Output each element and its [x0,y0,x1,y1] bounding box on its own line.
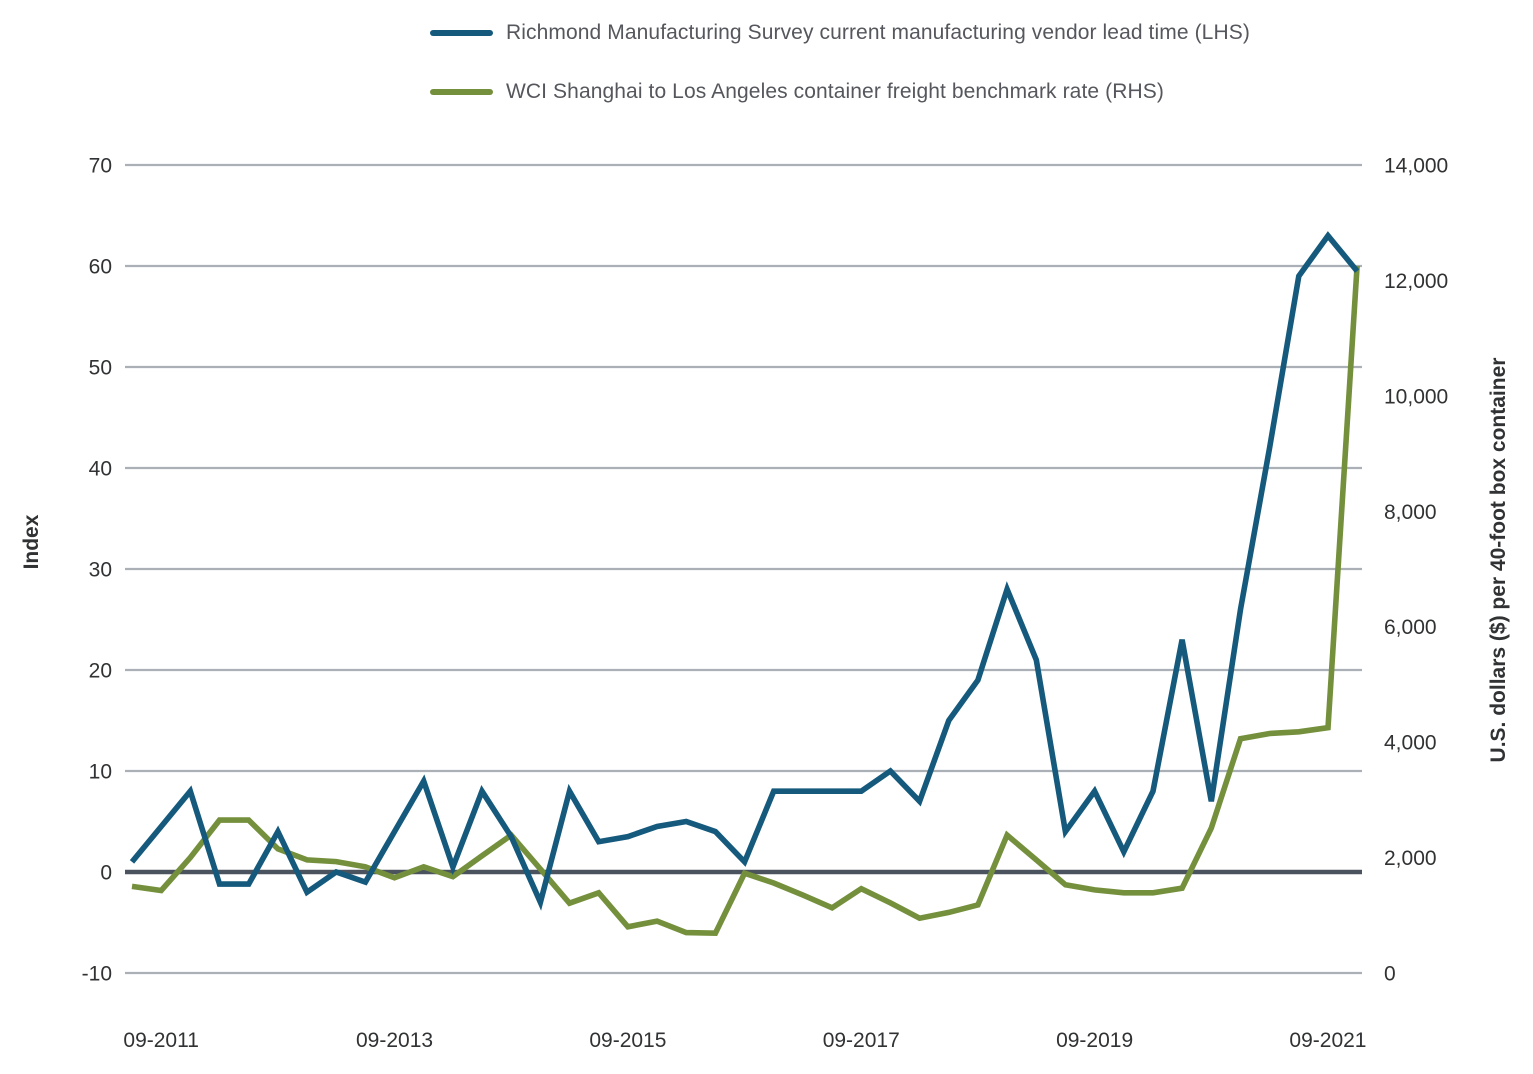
x-axis-tick: 09-2013 [356,1029,433,1052]
right-axis-title: U.S. dollars ($) per 40-foot box contain… [1487,357,1510,763]
left-axis-tick: 70 [89,155,112,178]
left-axis-tick: -10 [82,963,112,986]
right-axis-tick: 6,000 [1384,616,1437,639]
right-axis-tick: 12,000 [1384,270,1448,293]
right-axis-tick: 10,000 [1384,385,1448,408]
legend-swatch-green-line-icon [430,89,493,95]
left-axis-tick: 10 [89,761,112,784]
left-axis-tick: 60 [89,256,112,279]
left-axis-tick: 30 [89,559,112,582]
left-axis-tick: 20 [89,660,112,683]
left-axis-tick: 50 [89,357,112,380]
left-axis-tick: 0 [100,862,112,885]
x-axis-tick: 09-2011 [123,1029,199,1052]
series-line-richmond [129,231,1360,911]
x-axis-tick: 09-2021 [1289,1029,1366,1052]
right-axis-tick: 4,000 [1384,732,1437,755]
series-line-wci [131,265,1360,937]
legend-label-wci: WCI Shanghai to Los Angeles container fr… [506,80,1164,103]
x-axis-tick: 09-2015 [589,1029,666,1052]
right-axis-tick: 2,000 [1384,847,1437,870]
legend-label-richmond: Richmond Manufacturing Survey current ma… [506,21,1250,44]
x-axis-tick: 09-2017 [823,1029,900,1052]
legend-swatch-blue-line-icon [430,30,493,36]
left-axis-title: Index [20,514,43,570]
x-axis-tick: 09-2019 [1056,1029,1133,1052]
right-axis-tick: 0 [1384,963,1396,986]
right-axis-tick: 8,000 [1384,501,1437,524]
right-axis-tick: 14,000 [1384,155,1448,178]
left-axis-tick: 40 [89,458,112,481]
chart-legend: Richmond Manufacturing Survey current ma… [430,20,1250,105]
legend-item-wci: WCI Shanghai to Los Angeles container fr… [430,79,1250,105]
legend-item-richmond: Richmond Manufacturing Survey current ma… [430,20,1250,46]
